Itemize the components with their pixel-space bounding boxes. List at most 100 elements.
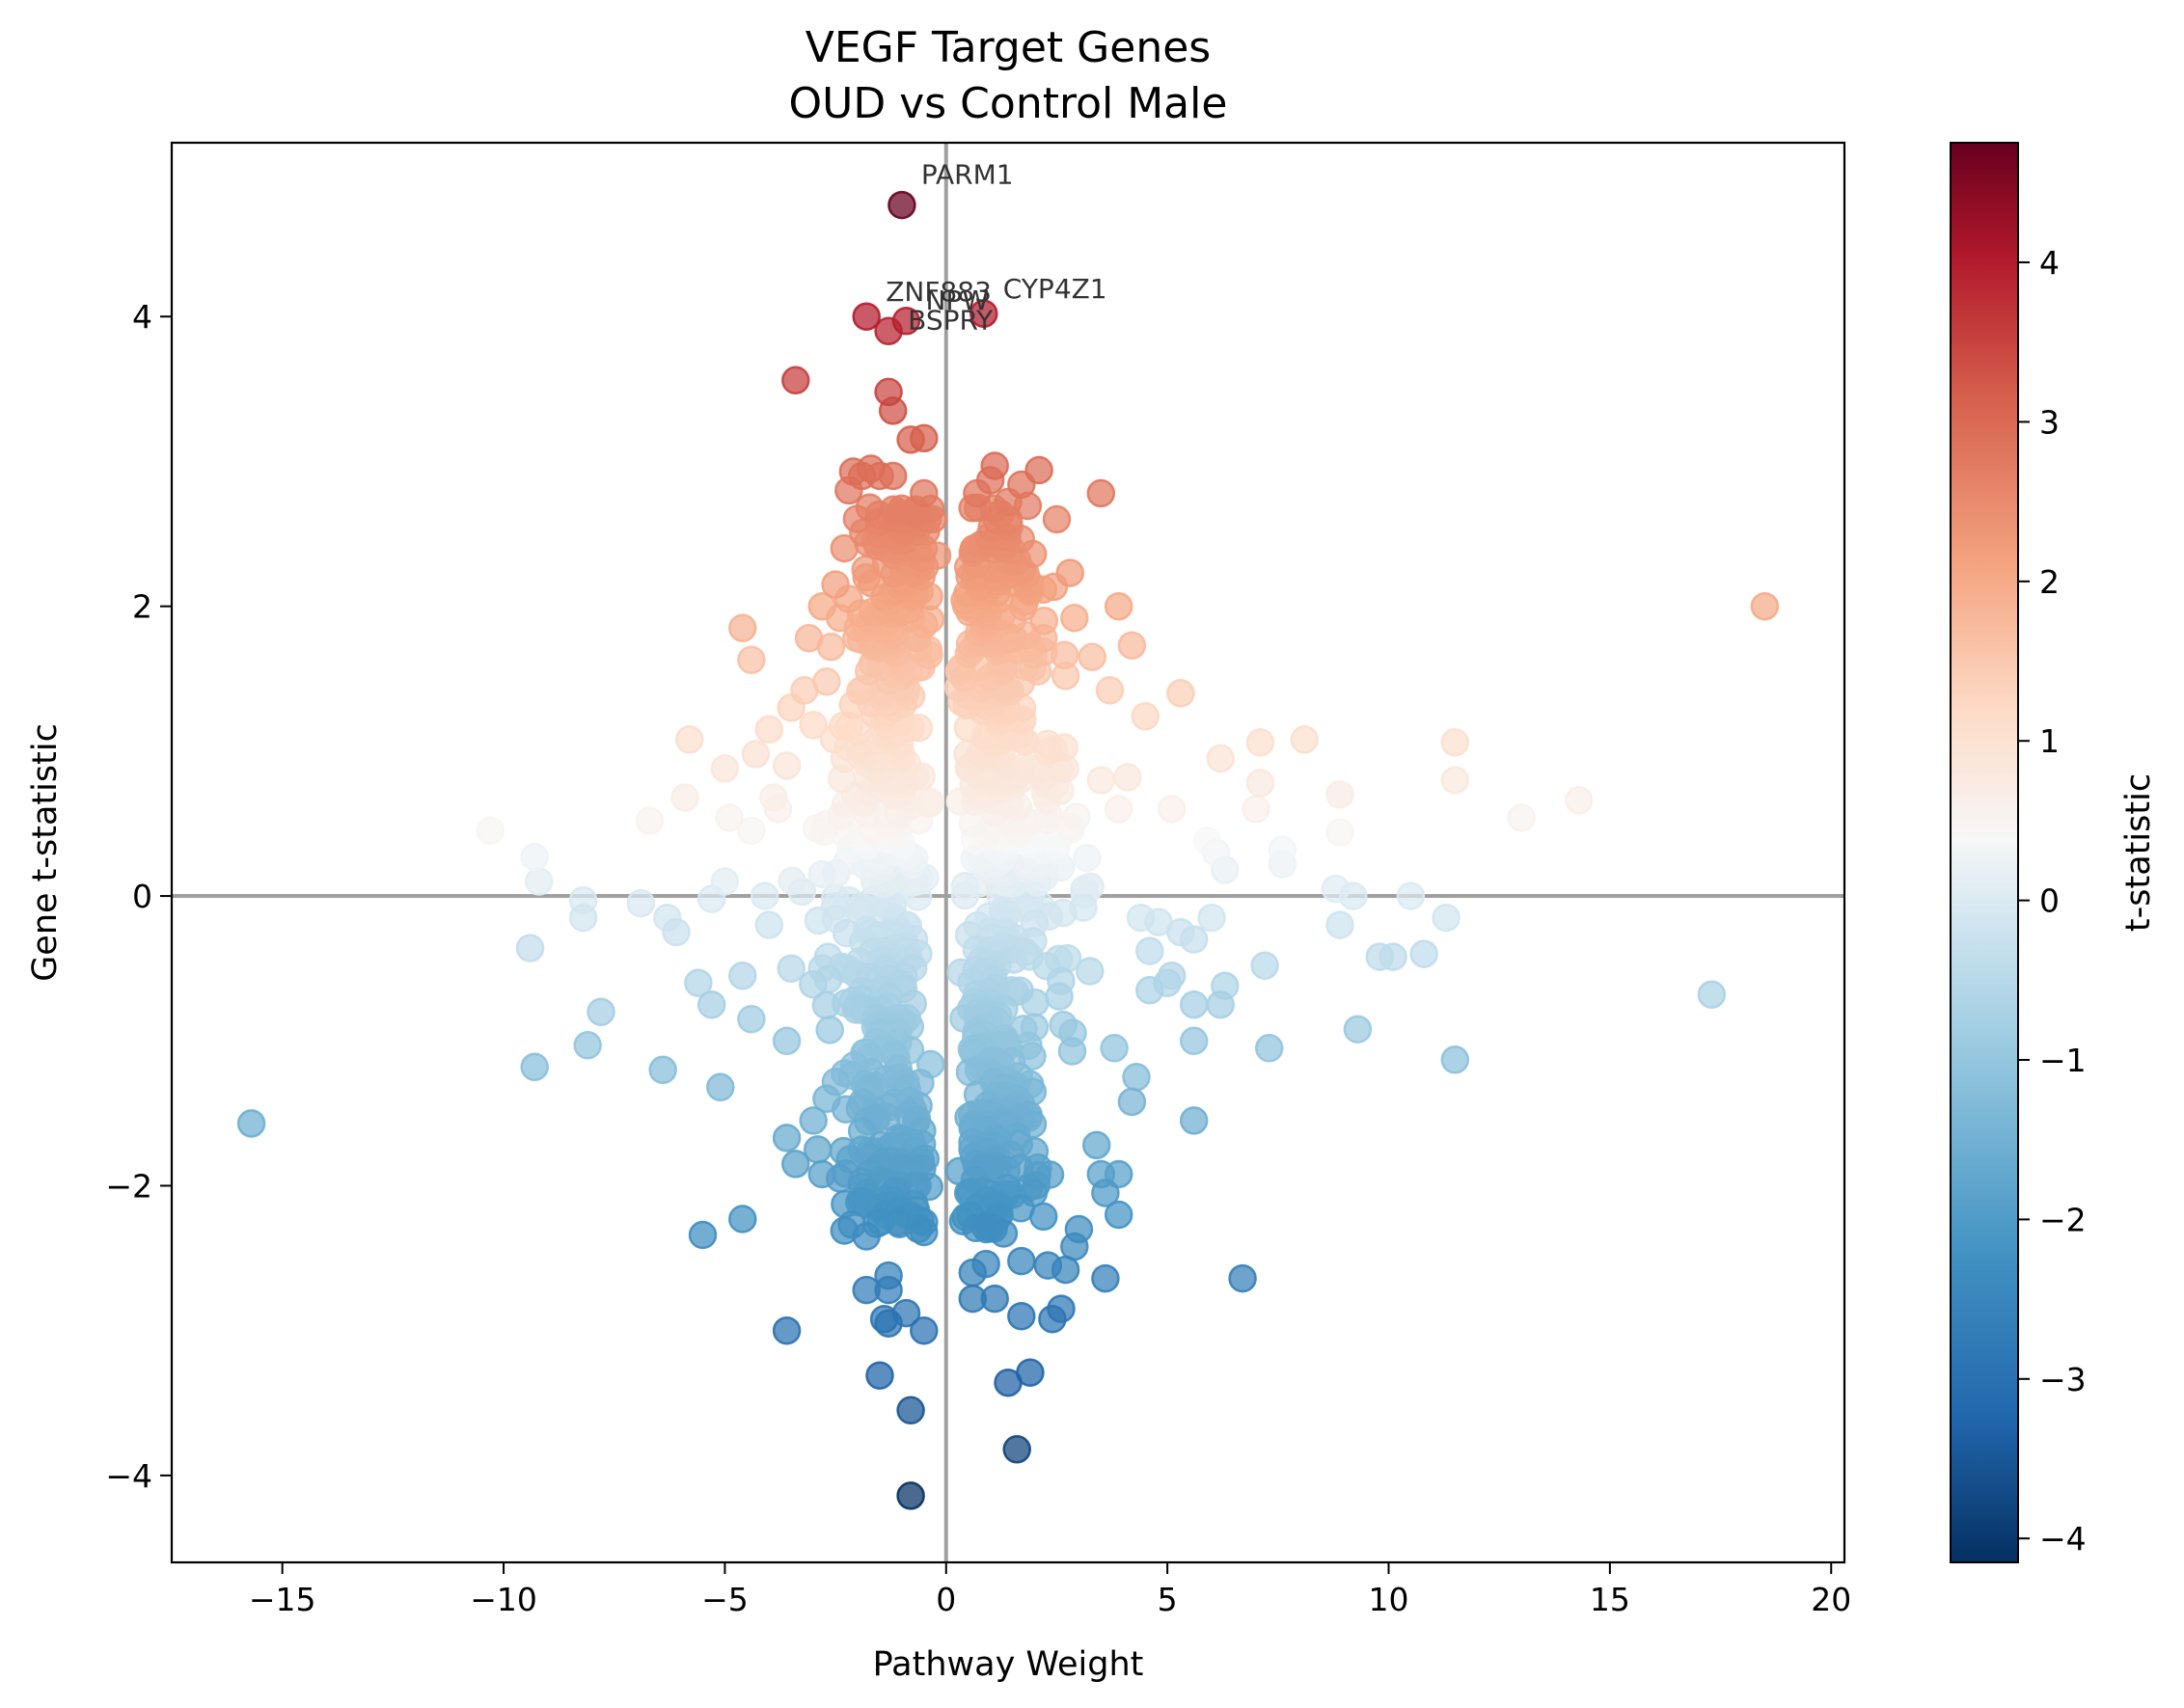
data-point xyxy=(476,816,505,846)
data-point xyxy=(874,1309,903,1338)
data-point xyxy=(688,1220,718,1250)
annotation-parm1: PARM1 xyxy=(921,159,1014,191)
data-point xyxy=(674,725,704,754)
data-point xyxy=(728,1205,757,1234)
data-point xyxy=(887,494,916,524)
data-point xyxy=(799,711,828,740)
data-point xyxy=(778,866,806,896)
data-point xyxy=(750,881,779,910)
data-point xyxy=(1206,744,1235,773)
data-point xyxy=(737,645,766,674)
data-point xyxy=(1135,975,1164,1005)
y-axis: −4 −2 0 2 4 xyxy=(105,298,172,1495)
data-point xyxy=(1131,702,1160,731)
data-point xyxy=(754,910,784,939)
data-point xyxy=(710,867,740,896)
data-point xyxy=(857,454,886,483)
data-point xyxy=(855,493,885,523)
data-point xyxy=(1432,903,1461,933)
x-tick-label: 20 xyxy=(1811,1581,1851,1618)
data-point xyxy=(807,591,837,621)
data-point xyxy=(1242,795,1270,824)
data-point xyxy=(910,1217,939,1247)
data-point xyxy=(958,1258,988,1288)
annotation-bspry: BSPRY xyxy=(908,304,994,336)
data-point xyxy=(670,783,699,812)
data-point xyxy=(1290,725,1320,754)
data-point xyxy=(852,1222,881,1251)
colorbar-tick-label: 2 xyxy=(2039,563,2060,601)
data-point xyxy=(772,1124,802,1152)
data-point xyxy=(1081,1130,1111,1160)
data-point xyxy=(648,1055,677,1085)
data-point xyxy=(1325,818,1354,847)
data-point xyxy=(696,990,726,1019)
data-point xyxy=(874,377,903,407)
data-point xyxy=(896,1481,925,1510)
plot-frame xyxy=(170,141,1846,1564)
data-point xyxy=(799,969,828,999)
y-tick-label: 2 xyxy=(132,588,152,626)
data-point xyxy=(896,1396,925,1425)
data-point xyxy=(754,715,784,745)
data-point xyxy=(1051,1255,1080,1285)
data-point xyxy=(887,190,916,220)
data-point xyxy=(1250,951,1279,980)
y-tick-label: 0 xyxy=(132,878,152,915)
data-point xyxy=(1091,1179,1120,1207)
x-axis: −15 −10 −5 0 5 10 15 20 xyxy=(249,1562,1851,1618)
chart-title: VEGF Target Genes xyxy=(805,23,1211,72)
data-point xyxy=(1062,802,1091,831)
data-point xyxy=(1104,795,1133,824)
data-point xyxy=(772,751,802,780)
data-point xyxy=(865,1361,894,1390)
data-point xyxy=(1007,1246,1036,1276)
data-point xyxy=(1507,803,1536,832)
data-point xyxy=(520,842,549,872)
x-tick-label: −5 xyxy=(701,1581,749,1618)
data-point xyxy=(1007,1301,1036,1331)
data-point xyxy=(1002,1435,1031,1464)
data-point xyxy=(1179,925,1209,954)
x-tick-label: −15 xyxy=(249,1581,316,1618)
colorbar-tick-label: 1 xyxy=(2039,722,2060,760)
data-point xyxy=(1060,603,1089,633)
colorbar-tick-label: 0 xyxy=(2039,882,2060,920)
data-point xyxy=(759,783,788,812)
data-point xyxy=(524,867,554,896)
colorbar-tick-label: 4 xyxy=(2039,244,2060,282)
data-point xyxy=(1440,728,1470,757)
data-point xyxy=(1565,786,1594,815)
annotation-npw: NPW xyxy=(925,285,989,316)
data-point xyxy=(1076,957,1105,986)
data-point xyxy=(1122,1063,1151,1092)
data-point xyxy=(706,1072,735,1102)
data-point xyxy=(989,1219,1019,1248)
data-point xyxy=(804,906,833,935)
data-point xyxy=(1254,1034,1284,1063)
data-point xyxy=(910,1315,939,1345)
data-point xyxy=(737,1004,766,1034)
annotation-znf883: ZNF883 xyxy=(886,276,992,308)
data-point xyxy=(715,803,744,832)
data-point xyxy=(1117,631,1147,660)
data-point xyxy=(1113,763,1142,792)
data-point xyxy=(1343,1015,1373,1044)
data-point xyxy=(1179,990,1209,1019)
data-point xyxy=(1750,591,1780,621)
data-point xyxy=(741,740,771,769)
colorbar xyxy=(1950,142,2019,1563)
data-point xyxy=(821,570,850,599)
data-point xyxy=(1179,1106,1209,1135)
data-point xyxy=(1029,606,1059,636)
data-point xyxy=(1379,942,1407,971)
y-tick-label: −2 xyxy=(105,1167,152,1205)
data-point xyxy=(1179,1026,1209,1056)
data-point xyxy=(777,954,805,983)
data-point xyxy=(1024,455,1053,485)
data-point xyxy=(1091,1263,1120,1293)
data-point xyxy=(1325,910,1354,939)
data-point xyxy=(811,990,841,1020)
